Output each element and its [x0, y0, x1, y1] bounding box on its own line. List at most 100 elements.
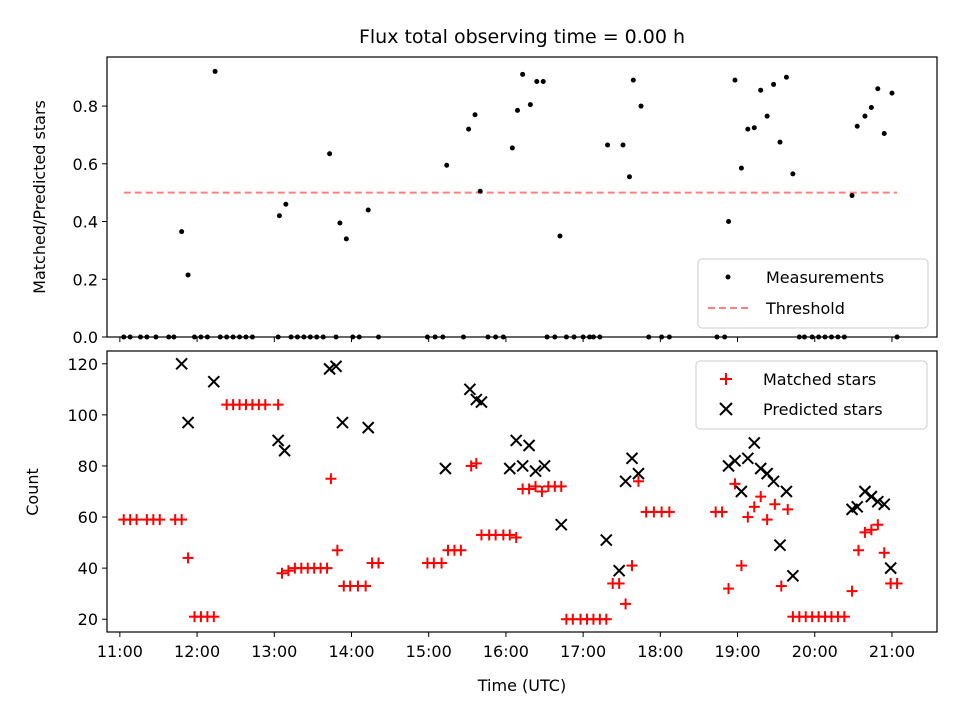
bottom-x-ticks: 11:00 12:00 13:00 14:00 15:00 16:00 17:00 18:00…	[97, 632, 915, 661]
matched-star-point	[154, 514, 166, 526]
top-y-tick-label: 0.0	[73, 328, 98, 347]
predicted-star-point	[600, 533, 613, 547]
matched-star-point	[282, 565, 294, 577]
top-y-tick-label: 0.2	[73, 270, 98, 289]
matched-star-point	[436, 557, 448, 569]
measurement-point	[283, 201, 289, 207]
bottom-legend-box	[695, 360, 928, 430]
legend-predicted-marker	[719, 402, 733, 416]
bottom-x-tick-label: 15:00	[406, 642, 452, 661]
bottom-x-axis-label: Time (UTC)	[477, 676, 566, 695]
measurement-point	[726, 219, 732, 225]
top-y-ticks: 0.0 0.2 0.4 0.6 0.8	[73, 97, 107, 347]
measurement-point	[862, 113, 868, 119]
predicted-star-point	[278, 444, 291, 457]
matched-star-point	[510, 531, 522, 543]
measurement-point	[337, 220, 343, 226]
measurement-point	[854, 123, 860, 129]
matched-star-point	[742, 511, 754, 523]
bottom-x-tick-label: 19:00	[714, 642, 760, 661]
predicted-star-point	[529, 464, 542, 478]
bottom-legend: Matched stars Predicted stars	[695, 360, 928, 430]
matched-star-point	[131, 514, 143, 526]
matched-star-point	[775, 580, 787, 592]
bottom-y-tick-label: 20	[78, 610, 98, 629]
predicted-star-point	[748, 436, 761, 450]
matched-star-point	[523, 483, 535, 495]
predicted-star-point	[735, 485, 748, 498]
measurement-point	[620, 142, 626, 148]
measurement-point	[527, 102, 533, 108]
matched-star-point	[878, 547, 890, 559]
matched-star-point	[723, 583, 735, 595]
measurement-point	[881, 130, 887, 136]
matched-star-point	[504, 529, 516, 541]
predicted-star-point	[329, 360, 343, 373]
measurement-point	[365, 207, 371, 213]
matched-star-point	[716, 506, 728, 518]
measurement-point	[514, 107, 520, 113]
predicted-star-point	[767, 475, 780, 488]
matched-star-point	[626, 560, 638, 572]
measurement-point	[783, 74, 789, 80]
predicted-star-point	[773, 538, 787, 552]
matched-star-point	[859, 526, 871, 538]
matched-star-point	[729, 478, 741, 490]
predicted-star-point	[516, 459, 529, 473]
measurement-point	[185, 272, 191, 278]
top-legend-box	[697, 258, 929, 329]
top-y-tick-label: 0.8	[73, 97, 98, 116]
matched-star-point	[182, 552, 194, 564]
measurement-point	[212, 68, 218, 74]
matched-star-point	[735, 560, 747, 572]
matched-star-point	[325, 473, 337, 485]
predicted-star-point	[786, 569, 800, 583]
matched-star-point	[663, 506, 675, 518]
matched-star-point	[769, 498, 781, 510]
bottom-y-tick-label: 100	[67, 406, 98, 425]
measurement-point	[751, 125, 757, 131]
measurement-point	[868, 105, 874, 111]
measurement-point	[771, 81, 777, 87]
matched-star-point	[632, 475, 644, 487]
top-axes-frame	[106, 56, 938, 338]
top-y-tick-label: 0.4	[73, 213, 98, 232]
predicted-star-point	[271, 434, 285, 447]
matched-star-point	[276, 567, 288, 579]
matched-star-point	[176, 514, 188, 526]
matched-star-point	[331, 544, 343, 556]
predicted-star-point	[475, 395, 488, 409]
matched-star-point	[530, 480, 542, 492]
measurement-point	[889, 90, 895, 96]
measurement-point	[509, 145, 515, 151]
top-legend: Measurements Threshold	[697, 258, 929, 329]
predicted-star-point	[522, 439, 536, 452]
matched-star-point	[761, 514, 773, 526]
top-x-ticks	[119, 337, 893, 342]
measurement-point	[472, 112, 478, 118]
predicted-star-point	[510, 434, 523, 447]
legend-predicted-label: Predicted stars	[763, 400, 883, 419]
matched-star-point	[272, 399, 284, 411]
bottom-x-tick-label: 11:00	[97, 642, 143, 661]
bottom-x-tick-label: 14:00	[328, 642, 374, 661]
matched-star-point	[373, 557, 385, 569]
measurement-point	[343, 236, 349, 242]
bottom-marks	[118, 357, 903, 625]
measurement-point	[179, 229, 185, 235]
measurement-point	[732, 77, 738, 83]
measurement-point	[638, 103, 644, 109]
chart-title: Flux total observing time = 0.00 h	[359, 26, 685, 48]
measurement-point	[327, 151, 333, 157]
predicted-star-point	[555, 518, 568, 531]
predicted-star-point	[323, 362, 336, 376]
matched-star-point	[600, 613, 612, 625]
measurement-point	[738, 165, 744, 171]
predicted-star-point	[780, 485, 793, 498]
predicted-star-point	[884, 561, 897, 575]
predicted-star-point	[728, 454, 742, 468]
legend-measurements-marker	[725, 274, 731, 280]
predicted-star-point	[741, 452, 755, 465]
matched-star-point	[853, 544, 865, 556]
